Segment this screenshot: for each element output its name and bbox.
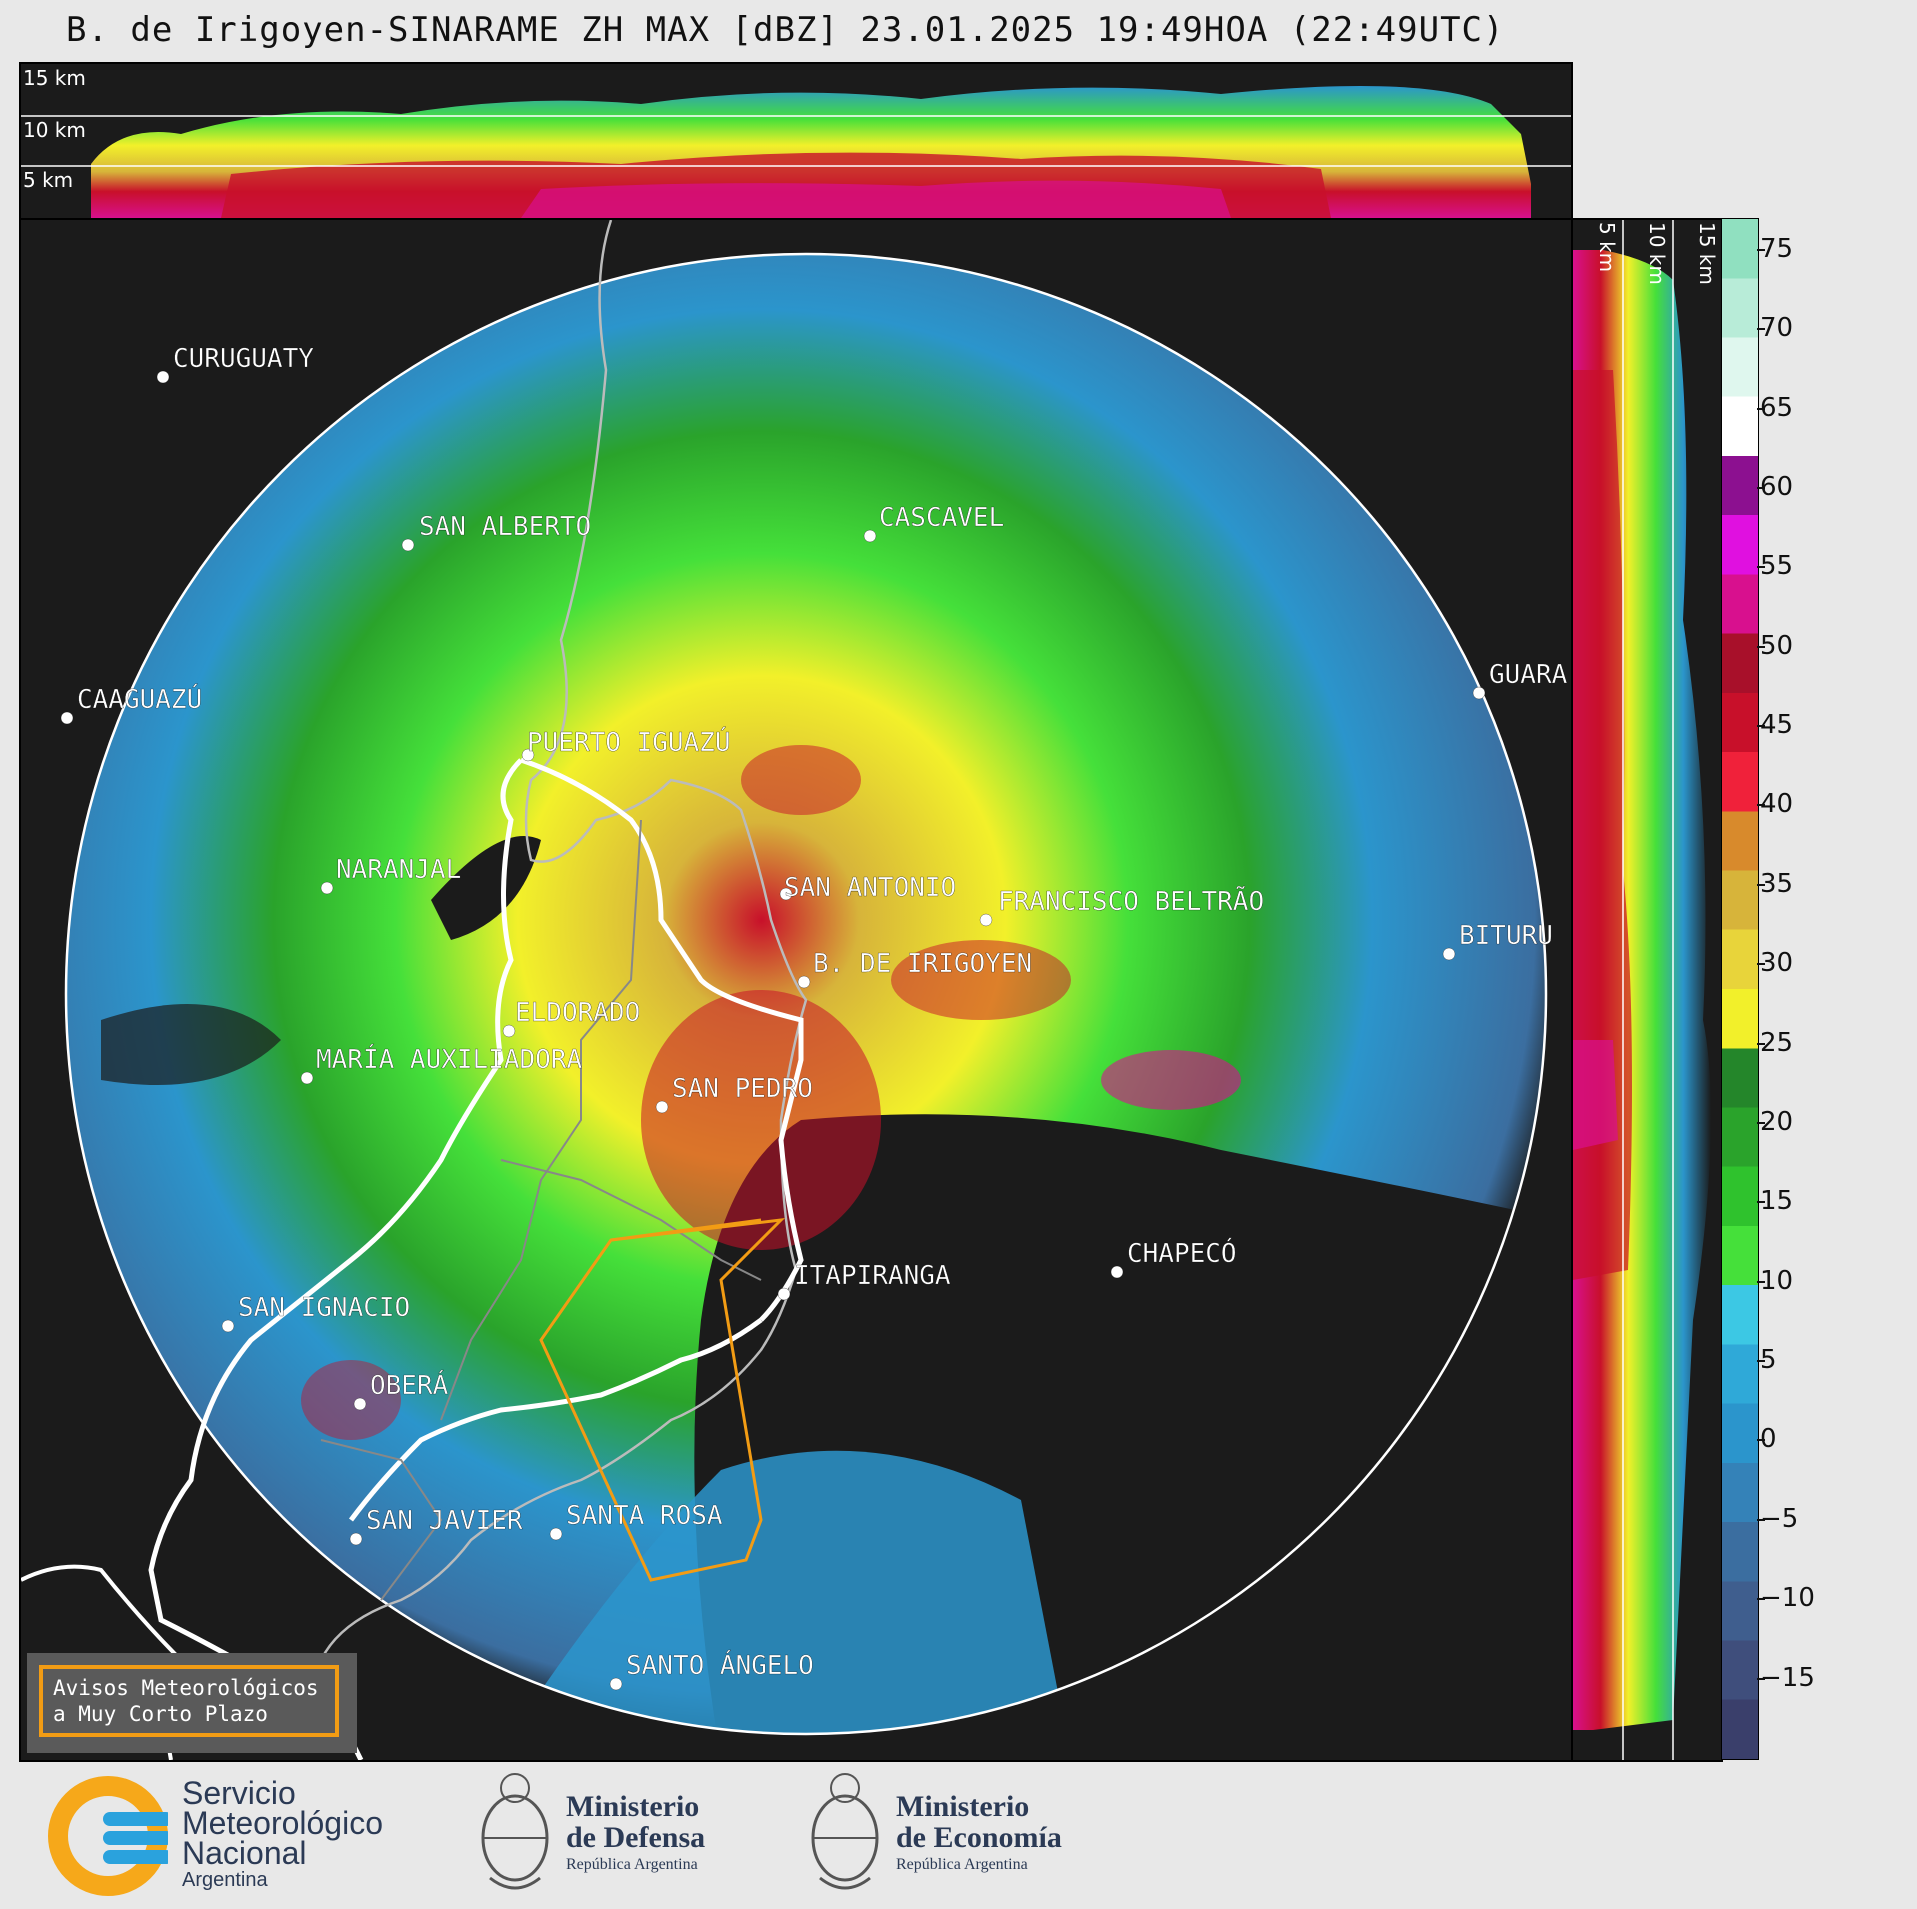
city-label-cascavel: CASCAVEL bbox=[879, 503, 1004, 533]
colorbar-tick-label: 25 bbox=[1756, 1027, 1794, 1058]
side-profile-label-15km: 15 km bbox=[1695, 222, 1719, 285]
colorbar-tick-label: 5 bbox=[1757, 1345, 1777, 1376]
alert-box-frame: Avisos Meteorológicos a Muy Corto Plazo bbox=[39, 1665, 339, 1737]
colorbar-tick-label: 35 bbox=[1756, 868, 1794, 899]
page-title: B. de Irigoyen-SINARAME ZH MAX [dBZ] 23.… bbox=[66, 10, 1505, 50]
city-label-san-pedro: SAN PEDRO bbox=[672, 1074, 813, 1104]
colorbar-tick-label: 30 bbox=[1756, 948, 1794, 979]
colorbar-tick-label: 50 bbox=[1756, 630, 1794, 661]
smn-name-line4: Argentina bbox=[182, 1869, 268, 1891]
side-profile-label-10km: 10 km bbox=[1645, 222, 1669, 285]
city-marker bbox=[60, 711, 74, 725]
colorbar-tick-label: −15 bbox=[1757, 1662, 1815, 1693]
smn-name-line1: Servicio bbox=[182, 1775, 296, 1811]
side-height-profile: 5 km 10 km 15 km bbox=[1571, 218, 1723, 1762]
border-line bbox=[319, 220, 808, 1661]
city-marker bbox=[979, 913, 993, 927]
city-marker bbox=[300, 1071, 314, 1085]
colorbar-tick-label: 15 bbox=[1756, 1186, 1794, 1217]
city-label-san-ignacio: SAN IGNACIO bbox=[238, 1293, 410, 1323]
colorbar-tick-label: 60 bbox=[1756, 471, 1794, 502]
city-marker bbox=[353, 1397, 367, 1411]
colorbar-tick-label: 10 bbox=[1756, 1265, 1794, 1296]
city-label-francisco-beltrao: FRANCISCO BELTRÃO bbox=[998, 885, 1264, 917]
colorbar-tick-label: 55 bbox=[1756, 551, 1794, 582]
alert-box: Avisos Meteorológicos a Muy Corto Plazo bbox=[27, 1653, 357, 1753]
economia-line3: República Argentina bbox=[896, 1856, 1028, 1873]
city-label-maria-auxiliadora: MARÍA AUXILIADORA bbox=[316, 1043, 582, 1075]
city-label-san-javier: SAN JAVIER bbox=[366, 1506, 523, 1536]
top-profile-label-15km: 15 km bbox=[23, 66, 86, 90]
city-marker bbox=[655, 1100, 669, 1114]
side-profile-echo bbox=[1573, 220, 1711, 1760]
city-label-puerto-iguazu: PUERTO IGUAZÚ bbox=[527, 726, 731, 758]
city-marker bbox=[797, 975, 811, 989]
dbz-colorbar bbox=[1721, 218, 1759, 1760]
city-marker bbox=[1472, 686, 1486, 700]
city-marker bbox=[349, 1532, 363, 1546]
city-marker bbox=[1110, 1265, 1124, 1279]
range-ring bbox=[64, 252, 1548, 1736]
colorbar-tick-label: −10 bbox=[1757, 1583, 1815, 1614]
city-marker bbox=[777, 1287, 791, 1301]
defensa-line3: República Argentina bbox=[566, 1856, 698, 1873]
city-marker bbox=[549, 1527, 563, 1541]
city-marker bbox=[863, 529, 877, 543]
alert-line-1: Avisos Meteorológicos bbox=[53, 1676, 319, 1700]
colorbar-tick-label: −5 bbox=[1756, 1503, 1799, 1534]
city-marker bbox=[401, 538, 415, 552]
province-outline bbox=[148, 758, 523, 1760]
argentina-coat-of-arms-icon bbox=[811, 1773, 879, 1890]
side-profile-label-5km: 5 km bbox=[1595, 222, 1619, 273]
colorbar-tick-label: 75 bbox=[1756, 233, 1794, 264]
city-label-san-alberto: SAN ALBERTO bbox=[419, 512, 591, 542]
top-height-profile: 15 km 10 km 5 km bbox=[19, 62, 1573, 220]
city-label-itapiranga: ITAPIRANGA bbox=[794, 1261, 951, 1291]
city-marker bbox=[502, 1024, 516, 1038]
city-label-caaguazu: CAAGUAZÚ bbox=[77, 683, 202, 715]
city-label-guara: GUARA bbox=[1489, 660, 1568, 690]
city-label-chapeco: CHAPECÓ bbox=[1127, 1237, 1237, 1269]
radar-echo-field bbox=[21, 220, 1548, 1760]
smn-name-line2: Meteorológico bbox=[182, 1805, 383, 1841]
city-label-san-antonio: SAN ANTONIO bbox=[784, 873, 956, 903]
city-label-naranjal: NARANJAL bbox=[336, 855, 461, 885]
city-label-obera: OBERÁ bbox=[370, 1369, 449, 1401]
city-marker bbox=[779, 887, 793, 901]
smn-logo-icon bbox=[48, 1776, 168, 1896]
city-marker bbox=[221, 1319, 235, 1333]
city-marker bbox=[1442, 947, 1456, 961]
city-marker bbox=[609, 1677, 623, 1691]
city-layer: CURUGUATY SAN ALBERTO CASCAVEL CAAGUAZÚ … bbox=[60, 344, 1568, 1691]
warning-polygon bbox=[539, 1218, 786, 1582]
city-marker bbox=[156, 370, 170, 384]
radar-map: CURUGUATY SAN ALBERTO CASCAVEL CAAGUAZÚ … bbox=[19, 218, 1573, 1762]
economia-line1: Ministerio bbox=[896, 1790, 1030, 1823]
defensa-line1: Ministerio bbox=[566, 1790, 700, 1823]
top-profile-echo bbox=[21, 86, 1571, 218]
colorbar-tick-label: 45 bbox=[1756, 710, 1794, 741]
alert-line-2: a Muy Corto Plazo bbox=[53, 1702, 268, 1726]
colorbar-tick-label: 70 bbox=[1756, 313, 1794, 344]
city-marker bbox=[320, 881, 334, 895]
colorbar-tick-label: 0 bbox=[1757, 1424, 1777, 1455]
city-label-eldorado: ELDORADO bbox=[515, 998, 640, 1028]
argentina-coat-of-arms-icon bbox=[481, 1773, 549, 1890]
economia-line2: de Economía bbox=[896, 1821, 1062, 1854]
city-marker bbox=[521, 748, 535, 762]
city-label-santo-angelo: SANTO ÁNGELO bbox=[626, 1649, 814, 1681]
top-profile-label-5km: 5 km bbox=[23, 168, 74, 192]
colorbar-tick-label: 65 bbox=[1756, 392, 1794, 423]
defensa-line2: de Defensa bbox=[566, 1821, 706, 1854]
colorbar-tick-label: 40 bbox=[1756, 789, 1794, 820]
city-label-b-de-irigoyen: B. DE IRIGOYEN bbox=[813, 949, 1032, 979]
city-label-curuguaty: CURUGUATY bbox=[173, 344, 314, 374]
city-label-santa-rosa: SANTA ROSA bbox=[566, 1501, 723, 1531]
top-profile-label-10km: 10 km bbox=[23, 118, 86, 142]
footer: Servicio Meteorológico Nacional Argentin… bbox=[0, 1762, 1917, 1909]
city-label-bituru: BITURU bbox=[1459, 921, 1553, 951]
colorbar-tick-label: 20 bbox=[1756, 1106, 1794, 1137]
smn-name-line3: Nacional bbox=[182, 1835, 307, 1871]
